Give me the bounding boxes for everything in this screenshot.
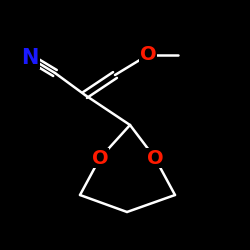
Text: N: N — [21, 48, 39, 68]
Text: O: O — [140, 46, 156, 64]
Text: O: O — [92, 148, 108, 168]
Text: O: O — [147, 148, 163, 168]
